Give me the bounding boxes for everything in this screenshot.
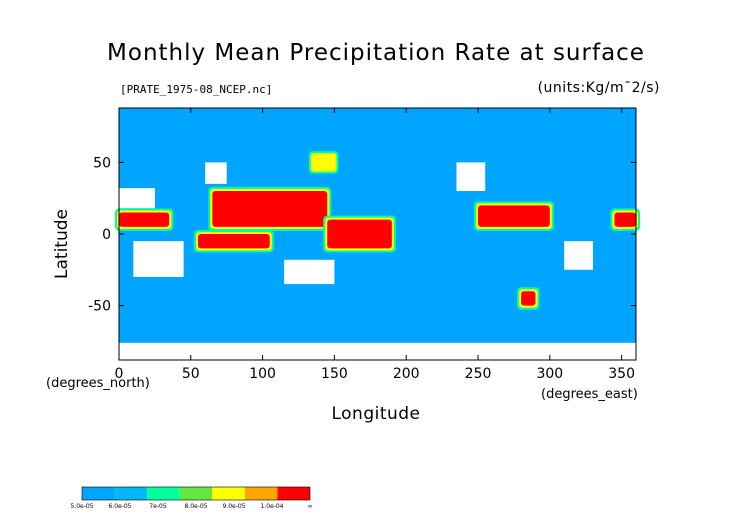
colorbar-frame bbox=[81, 486, 311, 501]
region-west-pacific bbox=[327, 219, 392, 249]
y-tick-label: 0 bbox=[102, 227, 111, 243]
region-layer bbox=[115, 151, 640, 310]
colorbar: 5.0e-05 6.0e-05 7e-05 8.0e-05 9.0e-05 1.0e-04… bbox=[70, 486, 313, 510]
colorbar-swatch bbox=[147, 487, 180, 500]
x-tick-label: 250 bbox=[465, 366, 492, 382]
colorbar-label: 6.0e-05 bbox=[108, 503, 131, 510]
colorbar-label: 1.0e-04 bbox=[260, 503, 283, 510]
dry-area bbox=[119, 188, 155, 209]
source-label: [PRATE_1975-08_NCEP.nc] bbox=[120, 83, 273, 96]
y-tick-label: 50 bbox=[93, 155, 111, 171]
land-outline-layer bbox=[119, 162, 636, 360]
region-china-north bbox=[312, 155, 335, 170]
colorbar-swatch bbox=[212, 487, 245, 500]
colorbar-label: 5.0e-05 bbox=[70, 503, 93, 510]
dry-area bbox=[133, 241, 184, 277]
units-label: (units:Kg/m¯2/s) bbox=[537, 80, 660, 96]
x-tick-label: 0 bbox=[115, 366, 124, 382]
colorbar-label: 8.0e-05 bbox=[184, 503, 207, 510]
x-axis-label: Longitude bbox=[331, 404, 421, 424]
colorbar-swatch bbox=[114, 487, 148, 500]
x-tick-label: 100 bbox=[249, 366, 276, 382]
y-tick-label: -50 bbox=[88, 299, 111, 315]
x-tick-label: 150 bbox=[321, 366, 348, 382]
x-tick-label: 50 bbox=[182, 366, 200, 382]
region-south-america-tip bbox=[521, 291, 536, 306]
region-africa-west-wrap bbox=[614, 212, 636, 227]
colorbar-label: ∞ bbox=[308, 503, 313, 510]
colorbar-swatch bbox=[82, 487, 115, 500]
colorbar-label: 9.0e-05 bbox=[222, 503, 245, 510]
region-central-america bbox=[478, 205, 550, 227]
dry-area bbox=[119, 342, 636, 360]
dry-area bbox=[456, 162, 486, 192]
x-unit-label: (degrees_east) bbox=[541, 387, 638, 402]
dry-area bbox=[205, 162, 227, 184]
colorbar-swatch bbox=[244, 487, 278, 500]
x-tick-label: 200 bbox=[393, 366, 420, 382]
region-asian-monsoon bbox=[212, 191, 328, 227]
colorbar-swatch bbox=[277, 487, 310, 500]
region-africa-west bbox=[119, 212, 170, 227]
dry-area bbox=[564, 241, 593, 270]
x-tick-label: 350 bbox=[608, 366, 635, 382]
dry-area bbox=[284, 259, 335, 285]
y-tick-group: 50 0 -50 bbox=[88, 155, 636, 315]
y-unit-label: (degrees_north) bbox=[46, 376, 150, 391]
colorbar-swatch bbox=[179, 487, 213, 500]
x-tick-label: 300 bbox=[536, 366, 563, 382]
x-tick-group: 0 50 100 150 200 250 300 350 bbox=[115, 108, 635, 382]
colorbar-label: 7e-05 bbox=[149, 503, 166, 510]
region-indian-ocean-south bbox=[197, 234, 270, 249]
chart-title: Monthly Mean Precipitation Rate at surfa… bbox=[107, 40, 645, 66]
